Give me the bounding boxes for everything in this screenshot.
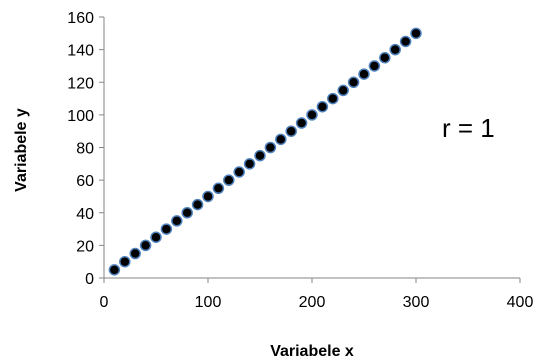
- x-tick-label: 400: [507, 294, 534, 311]
- data-point: [119, 255, 131, 268]
- data-point: [295, 117, 308, 129]
- data-point: [150, 231, 162, 243]
- y-tick-label: 140: [67, 43, 94, 60]
- x-tick-label: 0: [100, 294, 109, 311]
- data-point: [379, 52, 391, 64]
- data-point: [171, 215, 183, 227]
- data-point: [129, 247, 141, 260]
- data-point: [160, 223, 173, 235]
- data-point: [202, 190, 214, 203]
- data-point: [327, 92, 339, 105]
- data-point: [347, 76, 360, 88]
- data-point: [337, 84, 349, 97]
- x-axis-title: Variabele x: [270, 343, 354, 360]
- y-tick-label: 20: [76, 238, 94, 255]
- data-point: [399, 35, 412, 48]
- annotation-text: r = 1: [442, 113, 495, 143]
- data-point: [243, 158, 256, 170]
- data-point: [316, 100, 329, 113]
- y-tick-label: 80: [76, 141, 94, 158]
- data-point: [254, 149, 266, 162]
- x-tick-label: 300: [403, 294, 430, 311]
- y-tick-label: 160: [67, 10, 94, 27]
- data-point: [212, 182, 225, 195]
- y-tick-label: 60: [76, 173, 94, 190]
- y-tick-label: 0: [85, 271, 94, 288]
- data-point: [264, 141, 277, 154]
- y-tick-label: 40: [76, 206, 94, 223]
- x-tick-label: 200: [299, 294, 326, 311]
- data-point: [223, 174, 235, 186]
- data-point: [275, 133, 287, 146]
- data-point: [139, 239, 152, 252]
- data-points: [108, 27, 422, 276]
- y-axis-title: Variabele y: [13, 108, 30, 192]
- y-tick-labels: 0 20 40 60 80 100 120 140 160: [67, 10, 94, 288]
- data-point: [306, 109, 318, 121]
- data-point: [368, 60, 381, 72]
- data-point: [285, 125, 297, 137]
- data-point: [389, 43, 401, 56]
- x-tick-labels: 0 100 200 300 400: [100, 294, 534, 311]
- data-point: [358, 68, 370, 80]
- data-point: [191, 198, 204, 211]
- data-point: [108, 264, 121, 276]
- data-point: [410, 27, 422, 40]
- y-tick-label: 120: [67, 75, 94, 92]
- y-tick-label: 100: [67, 108, 94, 125]
- data-point: [233, 166, 245, 178]
- x-tick-label: 100: [195, 294, 222, 311]
- axes: [99, 16, 521, 283]
- data-point: [181, 207, 193, 219]
